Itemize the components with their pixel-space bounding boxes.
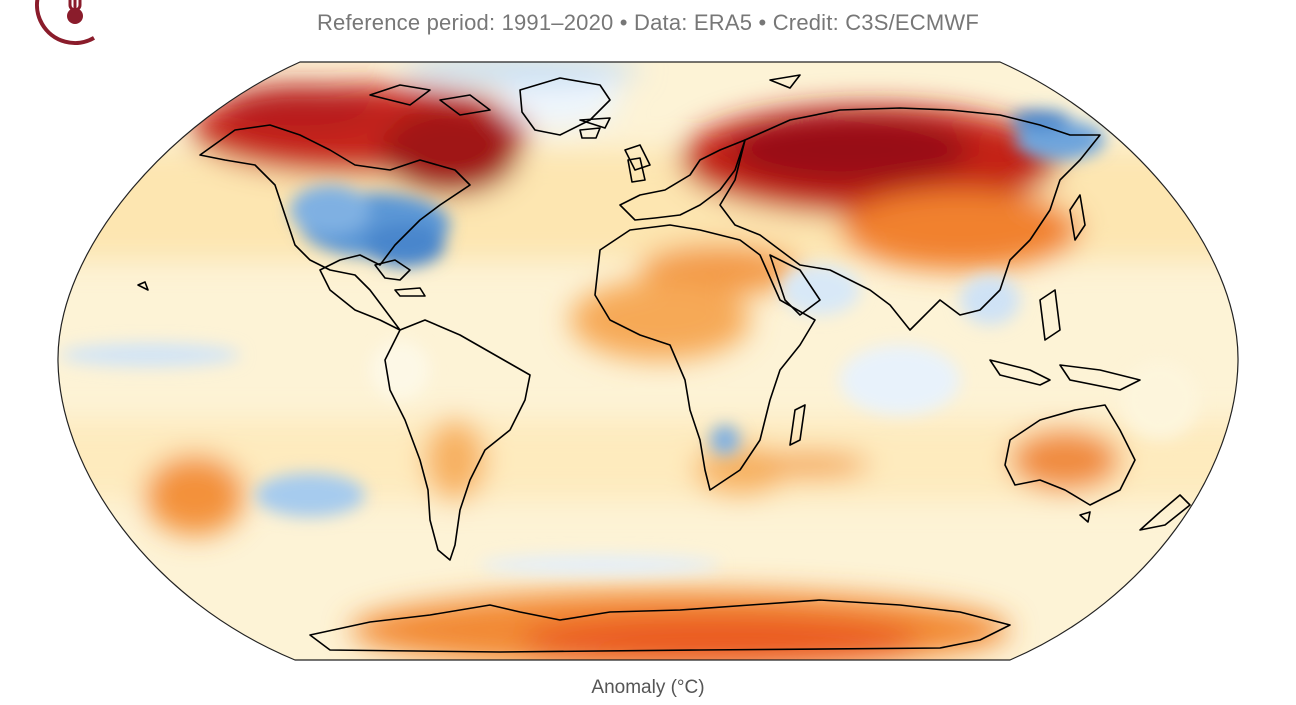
thermometer-logo-icon <box>34 0 115 46</box>
colorbar-label: Anomaly (°C) <box>591 677 705 698</box>
coastlines <box>137 74 1191 653</box>
globe-outline <box>57 61 1239 661</box>
map-subtitle: Reference period: 1991–2020 • Data: ERA5… <box>316 10 980 35</box>
anomaly-field <box>57 62 1239 660</box>
